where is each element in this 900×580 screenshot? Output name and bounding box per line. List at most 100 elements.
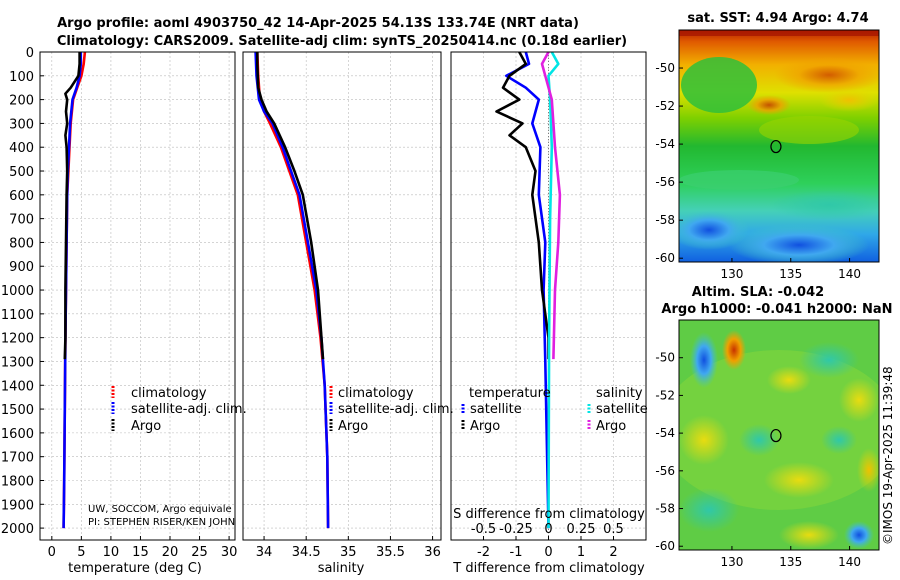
x-tick-label: 0 [544,545,552,560]
x-tick-label: 135 [779,267,802,281]
series-argo [63,52,81,360]
x-tick-label: 34 [256,545,273,560]
y-tick-label: -60 [655,251,675,265]
y-tick-label: 100 [9,70,34,85]
x-tick-label: 36 [424,545,441,560]
y-tick-label: -54 [655,137,675,151]
legend-sal-sat: satellite [596,402,648,417]
sla-map-subtitle: Argo h1000: -0.041 h2000: NaN [661,302,892,317]
sla-map-title: Altim. SLA: -0.042 [692,285,824,300]
y-tick-label: 700 [9,213,34,228]
series-salinity-satellite [547,51,560,529]
salinity-legend: climatology satellite-adj. clim. Argo [329,386,454,434]
y-tick-label: -58 [655,213,675,227]
legend-argo: Argo [131,419,161,434]
y-tick-label: 200 [9,94,34,109]
x-tick-label: 130 [720,555,743,569]
sst-map-title: sat. SST: 4.94 Argo: 4.74 [687,11,868,26]
x-tick-label: 15 [132,545,149,560]
copyright-watermark: ©IMOS 19-Apr-2025 11:39:48 [881,366,895,545]
y-tick-label: 1700 [1,451,34,466]
x2-tick-label: 0 [544,522,552,537]
y-tick-label: 1800 [1,474,34,489]
y-tick-label: -58 [655,502,675,516]
difference-xlabel2: S difference from climatology [453,507,645,522]
x-tick-label: 35 [340,545,357,560]
legend-temp-argo: Argo [470,419,500,434]
series-argo [255,52,325,360]
x2-tick-label: 0.25 [567,522,596,537]
y-tick-label: 300 [9,117,34,132]
x-tick-label: 130 [720,267,743,281]
y-tick-label: -60 [655,539,675,553]
x-tick-label: 20 [162,545,179,560]
y-tick-label: 1500 [1,403,34,418]
y-tick-label: 1300 [1,355,34,370]
x-tick-label: 35.5 [376,545,405,560]
x-tick-label: 5 [77,545,85,560]
y-tick-label: -52 [655,388,675,402]
y-tick-label: 600 [9,189,34,204]
y-tick-label: 900 [9,260,34,275]
x-tick-label: 34.5 [292,545,321,560]
legend-temp-head: temperature [469,386,551,401]
x-tick-label: 30 [221,545,238,560]
temperature-panel: 0 5 10 15 20 25 300100200300400500600700800900… [1,46,247,576]
x-tick-label: 0 [48,545,56,560]
figure-title-line2: Climatology: CARS2009. Satellite-adj cli… [57,34,627,49]
credit-line2: PI: STEPHEN RISER/KEN JOHN [88,517,235,528]
salinity-panel: 34 34.5 35 35.5 36 salinity climatology sate… [242,51,454,576]
y-tick-label: -50 [655,61,675,75]
x-tick-label: 140 [838,267,861,281]
series-temperature-argo [495,51,550,360]
y-tick-label: 0 [26,46,34,61]
y-tick-label: 2000 [1,522,34,537]
salinity-xlabel: salinity [318,561,365,576]
y-tick-label: 1600 [1,427,34,442]
sla-argo-marker [770,428,782,443]
x-tick-label: -2 [477,545,490,560]
legend-satellite: satellite-adj. clim. [131,402,247,417]
y-tick-label: 1000 [1,284,34,299]
x2-tick-label: -0.5 [471,522,496,537]
series-salinity-argo [540,51,562,360]
y-tick-label: -50 [655,351,675,365]
temperature-legend: climatology satellite-adj. clim. Argo [111,386,247,434]
legend-sal-head: salinity [596,386,643,401]
legend-climatology: climatology [338,386,414,401]
sst-map-panel: sat. SST: 4.94 Argo: 4.74 130 135 140 -50 -5… [655,11,880,281]
legend-satellite: satellite-adj. clim. [338,402,454,417]
y-tick-label: 1900 [1,498,34,513]
y-tick-label: 1100 [1,308,34,323]
x2-tick-label: -0.25 [499,522,533,537]
y-tick-label: 1400 [1,379,34,394]
difference-xlabel: T difference from climatology [452,561,645,576]
y-tick-label: 800 [9,236,34,251]
x-tick-label: 1 [577,545,585,560]
x2-tick-label: 0.5 [603,522,624,537]
x-tick-label: 10 [103,545,120,560]
legend-climatology: climatology [131,386,207,401]
legend-argo: Argo [338,419,368,434]
difference-panel: -2 -1 0 1 2 -0.5 -0.25 0 0.25 0.5 T difference fr… [450,51,648,576]
sst-argo-marker [770,139,782,154]
y-tick-label: 500 [9,165,34,180]
y-tick-label: -54 [655,426,675,440]
figure-title-line1: Argo profile: aoml 4903750_42 14-Apr-202… [57,16,579,31]
y-tick-label: -56 [655,464,675,478]
credit-line1: UW, SOCCOM, Argo equivale [88,504,232,515]
x-tick-label: 2 [609,545,617,560]
x-tick-label: 135 [779,555,802,569]
legend-sal-argo: Argo [596,419,626,434]
x-tick-label: 140 [838,555,861,569]
x-tick-label: -1 [510,545,523,560]
x-tick-label: 25 [191,545,208,560]
sla-map-panel: Altim. SLA: -0.042 Argo h1000: -0.041 h2… [655,285,892,569]
legend-temp-sat: satellite [470,402,522,417]
y-tick-label: 400 [9,141,34,156]
temperature-xlabel: temperature (deg C) [68,561,202,576]
series-satellite-adj-clim- [254,51,330,529]
y-tick-label: -52 [655,99,675,113]
y-tick-label: -56 [655,175,675,189]
